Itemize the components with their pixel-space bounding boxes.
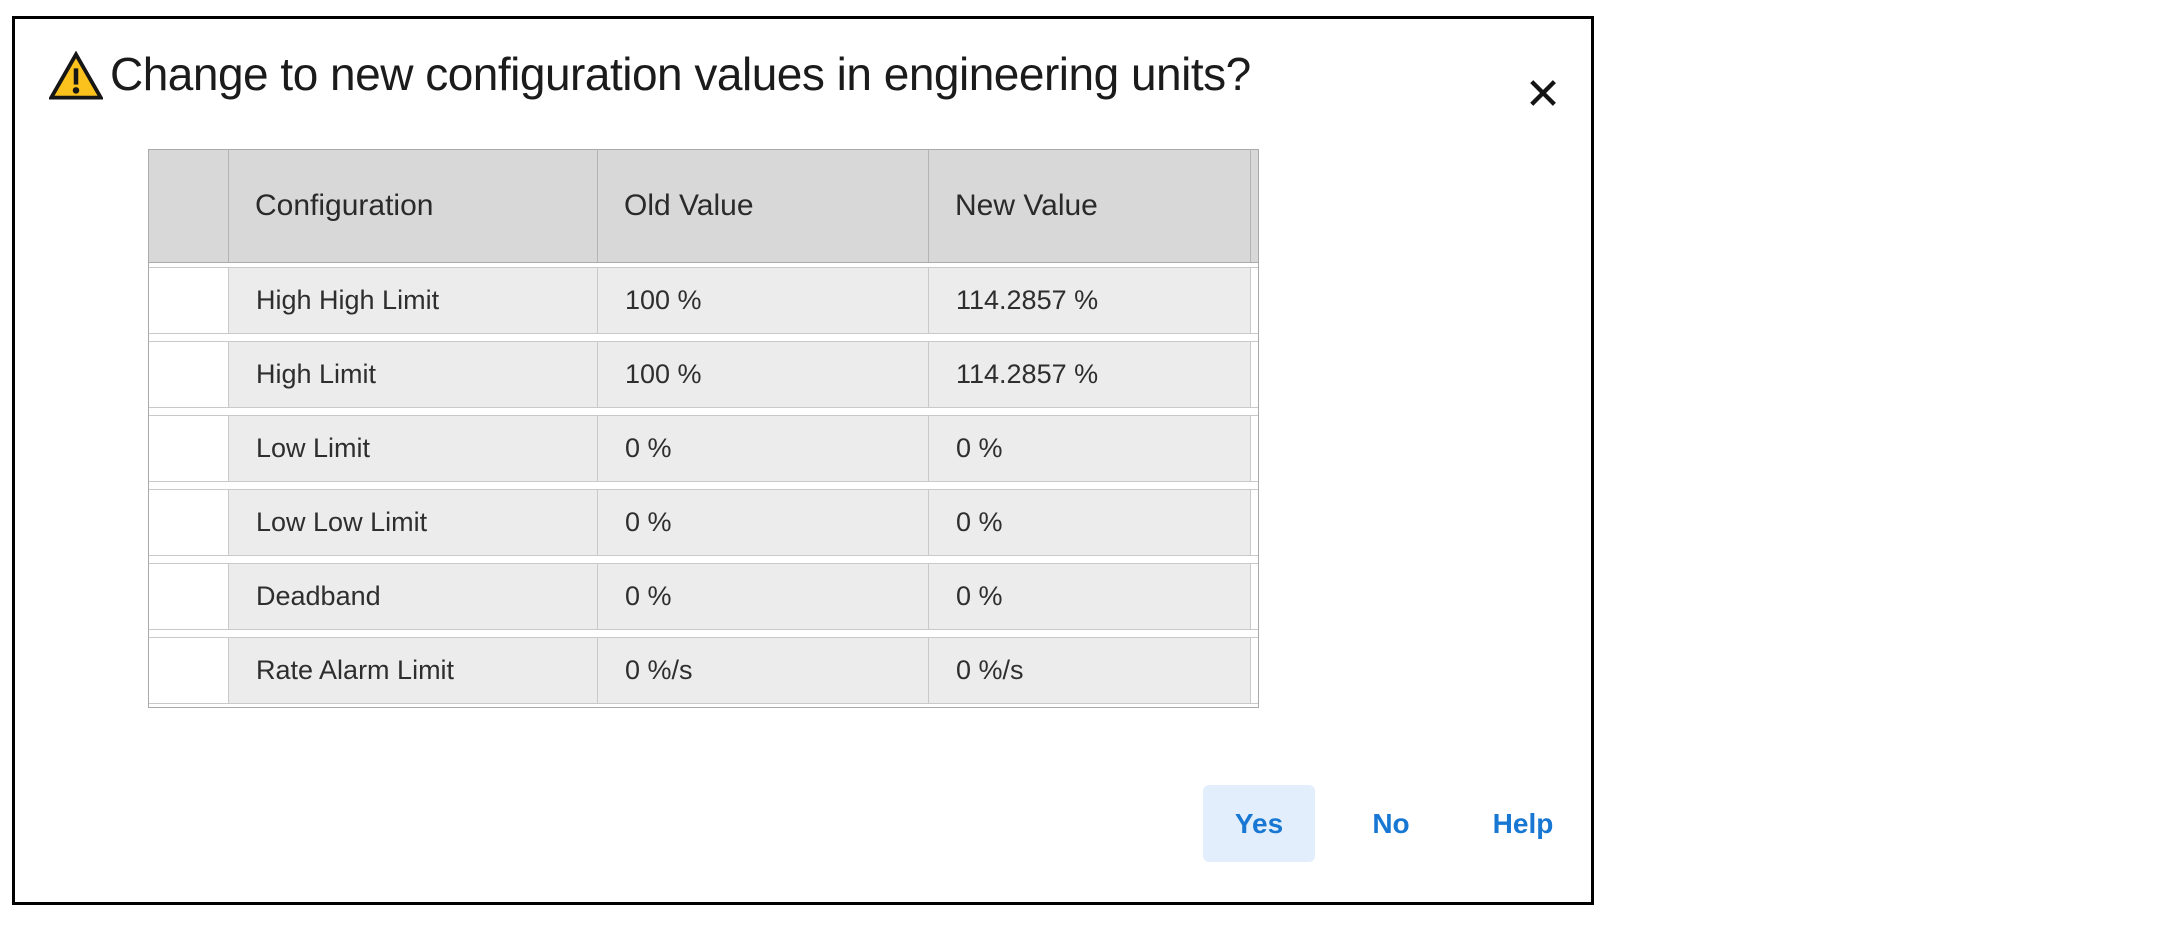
table-row: High High Limit 100 % 114.2857 % bbox=[149, 267, 1258, 334]
column-header-old-value: Old Value bbox=[598, 150, 929, 262]
row-gutter-cell bbox=[1251, 637, 1258, 704]
row-selector-cell bbox=[149, 267, 229, 334]
row-selector-cell bbox=[149, 415, 229, 482]
no-button[interactable]: No bbox=[1335, 785, 1447, 862]
table-header-row: Configuration Old Value New Value bbox=[149, 150, 1258, 263]
row-gutter-cell bbox=[1251, 341, 1258, 408]
column-header-selector bbox=[149, 150, 229, 262]
column-header-configuration: Configuration bbox=[229, 150, 598, 262]
table-row: Low Limit 0 % 0 % bbox=[149, 415, 1258, 482]
old-value-cell: 100 % bbox=[598, 267, 929, 334]
yes-button[interactable]: Yes bbox=[1203, 785, 1315, 862]
new-value-cell: 0 % bbox=[929, 563, 1251, 630]
old-value-cell: 0 %/s bbox=[598, 637, 929, 704]
new-value-cell: 0 %/s bbox=[929, 637, 1251, 704]
table-row: Low Low Limit 0 % 0 % bbox=[149, 489, 1258, 556]
configuration-cell: Low Low Limit bbox=[229, 489, 598, 556]
row-gutter-cell bbox=[1251, 267, 1258, 334]
table-row: Deadband 0 % 0 % bbox=[149, 563, 1258, 630]
row-selector-cell bbox=[149, 489, 229, 556]
dialog-header: Change to new configuration values in en… bbox=[49, 47, 1511, 101]
dialog-title: Change to new configuration values in en… bbox=[110, 47, 1251, 100]
new-value-cell: 0 % bbox=[929, 489, 1251, 556]
old-value-cell: 0 % bbox=[598, 489, 929, 556]
old-value-cell: 0 % bbox=[598, 415, 929, 482]
table-header-gutter bbox=[1251, 150, 1258, 262]
row-selector-cell bbox=[149, 637, 229, 704]
row-gutter-cell bbox=[1251, 489, 1258, 556]
dialog-button-row: Yes No Help bbox=[1203, 785, 1579, 862]
new-value-cell: 114.2857 % bbox=[929, 341, 1251, 408]
old-value-cell: 0 % bbox=[598, 563, 929, 630]
table-row: Rate Alarm Limit 0 %/s 0 %/s bbox=[149, 637, 1258, 704]
configuration-cell: High Limit bbox=[229, 341, 598, 408]
help-button[interactable]: Help bbox=[1467, 785, 1579, 862]
row-selector-cell bbox=[149, 563, 229, 630]
column-header-new-value: New Value bbox=[929, 150, 1251, 262]
configuration-cell: Low Limit bbox=[229, 415, 598, 482]
warning-icon bbox=[49, 51, 103, 100]
configuration-cell: High High Limit bbox=[229, 267, 598, 334]
close-icon[interactable]: ✕ bbox=[1517, 69, 1569, 121]
configuration-cell: Deadband bbox=[229, 563, 598, 630]
table-row: High Limit 100 % 114.2857 % bbox=[149, 341, 1258, 408]
configuration-table: Configuration Old Value New Value High H… bbox=[148, 149, 1259, 708]
new-value-cell: 114.2857 % bbox=[929, 267, 1251, 334]
row-gutter-cell bbox=[1251, 563, 1258, 630]
configuration-cell: Rate Alarm Limit bbox=[229, 637, 598, 704]
new-value-cell: 0 % bbox=[929, 415, 1251, 482]
row-selector-cell bbox=[149, 341, 229, 408]
row-gutter-cell bbox=[1251, 415, 1258, 482]
confirmation-dialog: Change to new configuration values in en… bbox=[12, 16, 1594, 905]
old-value-cell: 100 % bbox=[598, 341, 929, 408]
